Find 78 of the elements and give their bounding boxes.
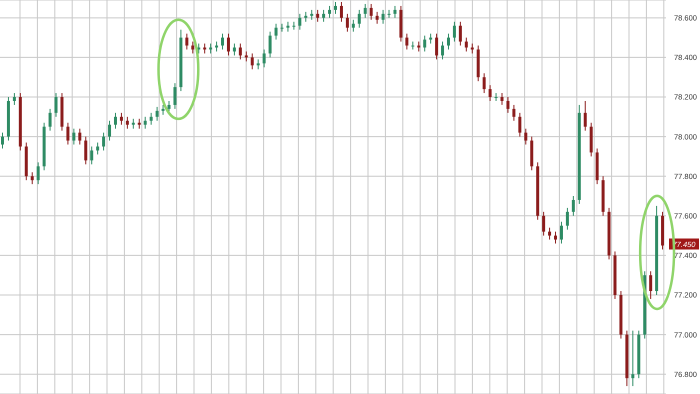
candlestick — [429, 33, 432, 44]
candlestick — [364, 3, 367, 18]
candlestick — [90, 146, 94, 165]
candlestick — [244, 50, 248, 62]
candlestick — [328, 5, 332, 18]
candlestick — [150, 112, 153, 126]
candlestick — [84, 136, 88, 165]
candlestick — [114, 112, 117, 130]
candlestick — [162, 104, 165, 116]
candlestick — [232, 43, 236, 56]
candlestick — [54, 92, 58, 118]
candlestick — [405, 33, 408, 50]
candlestick — [78, 128, 82, 146]
candlestick — [304, 11, 308, 22]
candlestick — [238, 43, 242, 60]
candlestick — [48, 108, 52, 132]
candlestick — [256, 58, 260, 70]
candlestick — [554, 231, 558, 244]
candlestick — [173, 82, 176, 110]
candlestick — [482, 72, 486, 94]
candlestick — [524, 128, 528, 146]
candlestick — [96, 142, 100, 155]
candlestick — [446, 33, 450, 50]
candlestick — [36, 162, 40, 185]
candlestick — [470, 43, 474, 54]
candlestick — [156, 106, 159, 122]
candlestick — [66, 122, 70, 146]
candlestick — [334, 1, 337, 14]
candlestick — [370, 3, 373, 20]
candlestick — [262, 48, 266, 68]
candlestick — [435, 33, 438, 60]
candlestick — [649, 270, 652, 300]
candlestick — [346, 13, 349, 32]
candlestick — [310, 9, 314, 20]
candlestick — [572, 196, 575, 216]
candlestick — [500, 92, 504, 106]
candlestick — [72, 128, 76, 146]
candlestick — [542, 211, 546, 236]
candlestick — [322, 9, 326, 22]
candlestick — [274, 23, 278, 40]
candlestick — [488, 84, 492, 102]
candlestick — [417, 41, 420, 52]
candlestick — [452, 21, 456, 42]
candlestick — [566, 207, 569, 230]
candlestick — [441, 41, 444, 60]
candlestick — [268, 31, 272, 58]
candlestick — [464, 37, 468, 52]
candlestick — [340, 1, 343, 22]
candlestick — [12, 92, 16, 106]
candlestick — [1, 132, 4, 149]
candlestick — [298, 13, 302, 30]
candlestick — [203, 43, 206, 54]
candlestick — [518, 112, 522, 138]
candlestick — [191, 41, 194, 54]
candlestick — [286, 21, 290, 32]
candlestick — [250, 52, 254, 70]
candlestick — [512, 104, 516, 122]
candlestick — [548, 227, 552, 240]
candlestick — [226, 33, 230, 56]
candlestick — [423, 35, 426, 52]
candlestick — [560, 221, 563, 244]
candlestick — [215, 41, 218, 52]
candlestick — [185, 33, 188, 50]
candlestick — [108, 120, 112, 142]
candlestick — [221, 33, 224, 50]
candlestick — [316, 9, 320, 22]
candlestick — [30, 172, 34, 185]
candlestick — [506, 96, 510, 114]
candlestick — [120, 112, 123, 126]
candlestick — [102, 132, 106, 151]
candlestick — [584, 100, 587, 132]
candlestick — [631, 330, 634, 387]
candlestick — [393, 5, 396, 18]
candlestick — [376, 11, 379, 24]
candlestick — [458, 21, 462, 46]
candlestick — [382, 9, 385, 24]
candlestick — [209, 43, 212, 54]
candlestick — [358, 9, 361, 28]
